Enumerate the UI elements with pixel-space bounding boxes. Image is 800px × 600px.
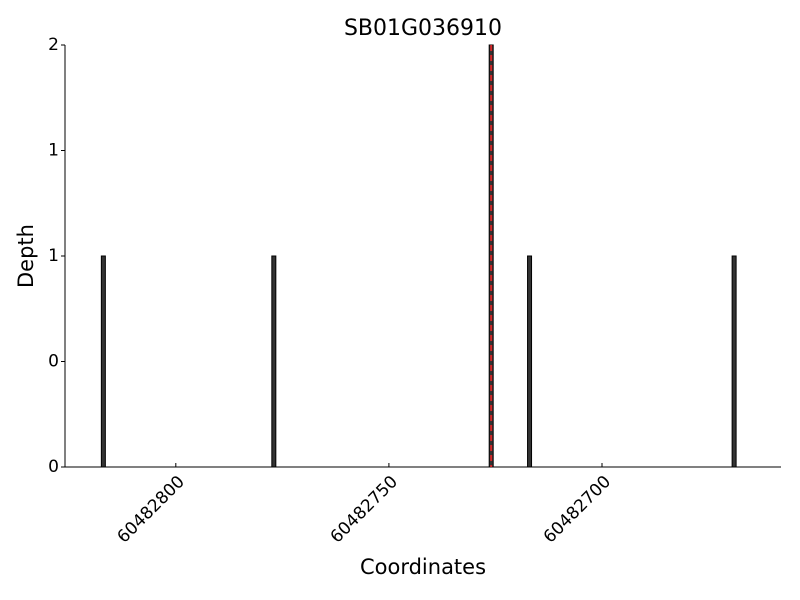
y-tick-label: 0: [48, 352, 59, 372]
x-tick-label: 60482700: [540, 472, 615, 547]
bar: [100, 255, 106, 468]
x-tick-label: 60482800: [114, 472, 189, 547]
y-tick-label: 1: [48, 246, 59, 266]
y-axis-label: Depth: [14, 224, 38, 288]
y-tick-label: 1: [48, 141, 59, 161]
bar: [527, 255, 533, 468]
y-tick-label: 0: [48, 457, 59, 477]
y-tick-label: 2: [48, 35, 59, 55]
bar: [271, 255, 277, 468]
chart-title: SB01G036910: [344, 16, 502, 41]
bar: [731, 255, 737, 468]
x-axis-label: Coordinates: [360, 555, 486, 579]
x-tick-label: 60482750: [327, 472, 402, 547]
